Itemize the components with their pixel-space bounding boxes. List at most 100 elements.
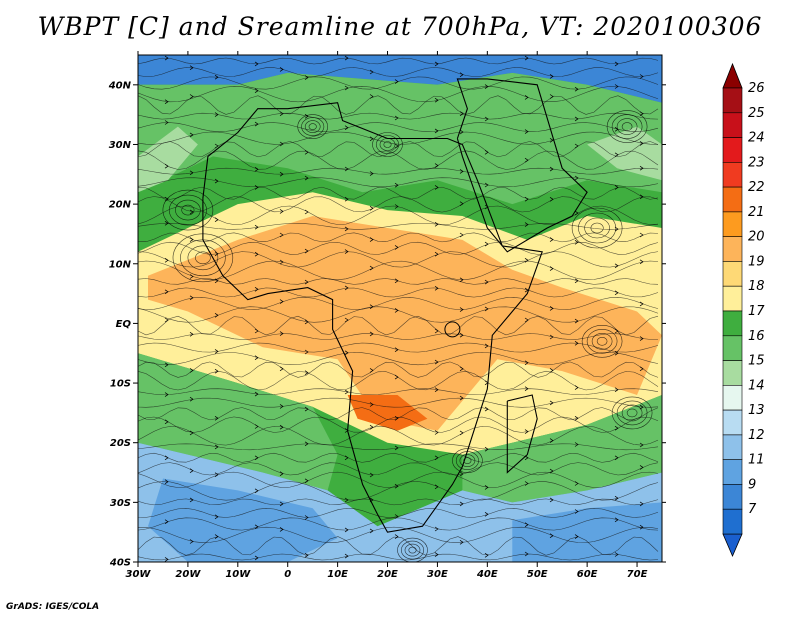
streamline-arrow (369, 136, 374, 142)
streamline-arrow (484, 446, 489, 452)
streamline-arrow (254, 524, 259, 530)
vortex-ring (611, 114, 643, 139)
streamline-arrow (304, 349, 309, 355)
streamline-arrow (574, 143, 579, 149)
streamline (138, 297, 659, 310)
streamline-arrow (254, 251, 259, 257)
lon-tick-label: 20E (377, 569, 398, 580)
field-region (587, 126, 662, 181)
streamline-arrow (434, 484, 439, 490)
streamline-arrow (189, 65, 194, 70)
streamline-arrow (394, 79, 399, 84)
streamline (138, 333, 658, 340)
colorbar-bottom-cap (722, 533, 743, 558)
streamline-arrow (394, 115, 399, 121)
vortex-ring (304, 120, 321, 133)
field-region (462, 395, 662, 503)
streamline-arrow (434, 128, 439, 134)
streamline-arrow (254, 424, 259, 429)
streamline-arrow (614, 517, 619, 523)
streamline-arrow (189, 170, 194, 176)
streamline-arrow (434, 163, 439, 168)
streamline-arrow (369, 69, 374, 75)
streamline-arrow (459, 277, 464, 283)
streamline (138, 397, 659, 408)
field-region (148, 216, 662, 431)
streamline-arrow (459, 395, 464, 401)
coastline (202, 102, 543, 533)
streamline-arrow (614, 350, 619, 356)
streamline-arrow (189, 237, 194, 242)
streamline-arrow (394, 143, 399, 149)
streamline-arrow (524, 95, 529, 100)
streamline-arrow (164, 258, 169, 263)
latitude-ticks: 40N 30N 20N 10N EQ 10S 20S 30S 40S (108, 80, 666, 569)
streamline-arrow (549, 237, 554, 242)
streamline (138, 57, 659, 65)
colorbar-label: 24 (748, 131, 765, 146)
streamline-arrow (304, 248, 309, 254)
streamline-arrow (639, 442, 644, 448)
colorbar-swatch (722, 285, 743, 312)
streamline (138, 553, 659, 561)
vortex-ring (591, 332, 613, 350)
streamline-arrow (459, 501, 464, 507)
field-region (347, 395, 428, 431)
streamline-arrow (434, 455, 439, 461)
streamline-arrow (369, 304, 374, 309)
streamline-arrow (549, 400, 554, 406)
streamline-arrow (304, 441, 309, 447)
vortex-ring (372, 132, 403, 157)
streamline (138, 452, 659, 463)
colorbar-swatch (722, 87, 743, 114)
streamline-arrow (214, 534, 219, 539)
streamline-arrow (369, 368, 374, 373)
longitude-ticks: 30W 20W 10W 0 10E 20E 30E 40E 50E 60E 70E (126, 51, 648, 580)
streamline-arrow (614, 185, 619, 190)
streamline-arrow (279, 471, 284, 476)
streamline-arrow (639, 301, 644, 307)
streamline-arrow (549, 497, 554, 503)
streamline-arrow (549, 74, 554, 79)
credit-label: GrADS: IGES/COLA (6, 602, 100, 612)
coastline (456, 78, 588, 253)
streamline-arrow (639, 336, 644, 341)
streamline-arrow (189, 368, 194, 373)
streamline-arrow (304, 114, 309, 119)
streamline-arrow (344, 389, 349, 395)
streamline-arrow (279, 501, 284, 507)
colorbar-label: 19 (748, 254, 765, 269)
streamline-arrow (344, 166, 349, 172)
streamline-arrow (639, 501, 644, 507)
streamline-arrow (484, 512, 489, 517)
streamline-arrow (214, 112, 219, 117)
streamline-arrow (484, 343, 489, 349)
vortex-ring (626, 408, 638, 418)
streamline-arrow (459, 169, 464, 174)
streamline-arrow (484, 182, 489, 188)
streamline (138, 462, 659, 476)
vortex-ring (195, 251, 211, 265)
lon-tick-label: 60E (577, 569, 598, 580)
streamline-arrow (639, 524, 644, 530)
streamline-arrow (369, 472, 374, 478)
streamline-arrow (214, 74, 219, 80)
streamline-arrow (549, 533, 554, 538)
vortex-ring (301, 117, 325, 136)
streamline-arrow (164, 479, 169, 484)
streamline-arrow (279, 299, 284, 304)
streamline (138, 388, 659, 395)
streamline-arrow (279, 232, 284, 238)
streamline-arrow (459, 332, 464, 338)
streamline-arrow (639, 465, 644, 470)
colorbar-swatch (722, 484, 743, 510)
streamline-arrow (574, 175, 579, 181)
streamline-arrow (524, 360, 529, 366)
streamline-arrow (459, 471, 464, 477)
colorbar-label: 20 (748, 230, 765, 245)
streamline-arrow (304, 515, 309, 520)
colorbar-swatch (722, 162, 743, 188)
vortex-ring (596, 336, 608, 346)
streamline-arrow (254, 185, 259, 190)
streamline (138, 517, 659, 531)
